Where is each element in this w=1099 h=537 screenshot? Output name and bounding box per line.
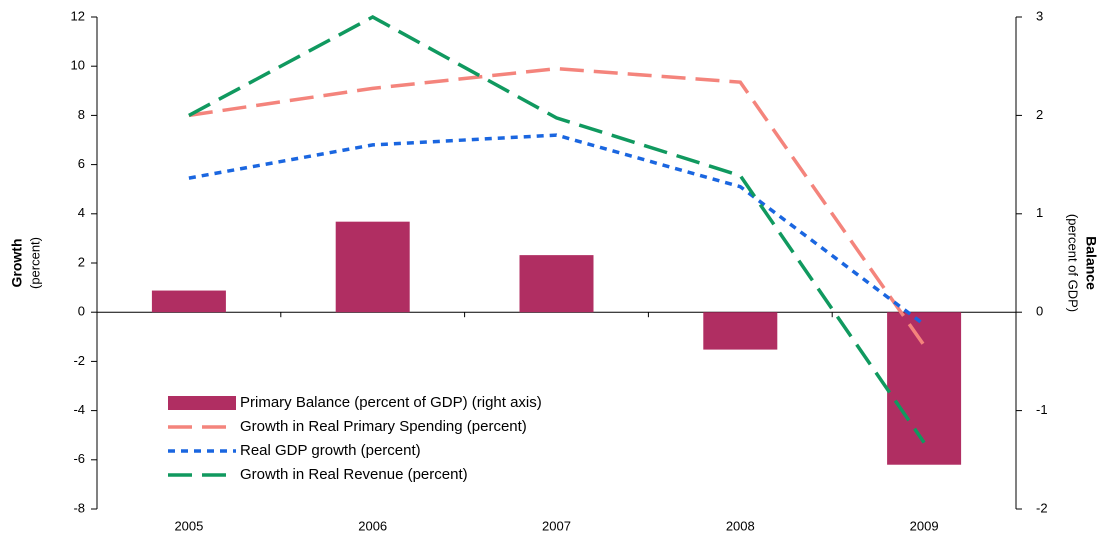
- x-tick-label: 2009: [910, 518, 939, 533]
- legend-swatch: [168, 396, 236, 410]
- y2-tick-label: 2: [1036, 107, 1043, 122]
- y-tick-label: 4: [78, 205, 85, 220]
- x-tick-label: 2005: [174, 518, 203, 533]
- line: [188, 133, 926, 326]
- y2-tick-label: 1: [1036, 205, 1043, 220]
- bar: [703, 312, 778, 350]
- line: [188, 66, 926, 347]
- y-tick-label: 2: [78, 254, 85, 269]
- y2-tick-label: -1: [1036, 402, 1048, 417]
- y-axis-title: Growth: [9, 239, 25, 288]
- line: [188, 15, 926, 444]
- y2-tick-label: -2: [1036, 500, 1048, 515]
- bar: [335, 221, 410, 313]
- legend-label: Real GDP growth (percent): [240, 442, 421, 459]
- y-tick-label: -2: [73, 353, 85, 368]
- y-tick-label: 12: [71, 8, 85, 23]
- x-tick-label: 2007: [542, 518, 571, 533]
- y-tick-label: 8: [78, 107, 85, 122]
- y2-tick-label: 3: [1036, 8, 1043, 23]
- x-tick-label: 2006: [358, 518, 387, 533]
- y-tick-label: 10: [71, 58, 85, 73]
- bar: [519, 255, 594, 313]
- y2-axis-title: Balance: [1083, 236, 1099, 290]
- y2-tick-label: 0: [1036, 304, 1043, 319]
- y-tick-label: 0: [78, 304, 85, 319]
- y-tick-label: -6: [73, 451, 85, 466]
- legend-label: Growth in Real Revenue (percent): [240, 466, 468, 483]
- y-axis-subtitle: (percent): [27, 237, 42, 289]
- y-tick-label: 6: [78, 156, 85, 171]
- legend-label: Primary Balance (percent of GDP) (right …: [240, 394, 542, 411]
- y-tick-label: -4: [73, 402, 85, 417]
- y2-axis-subtitle: (percent of GDP): [1066, 214, 1081, 312]
- bar: [887, 312, 962, 465]
- legend-label: Growth in Real Primary Spending (percent…: [240, 418, 527, 435]
- x-tick-label: 2008: [726, 518, 755, 533]
- y-tick-label: -8: [73, 500, 85, 515]
- bar: [151, 290, 226, 313]
